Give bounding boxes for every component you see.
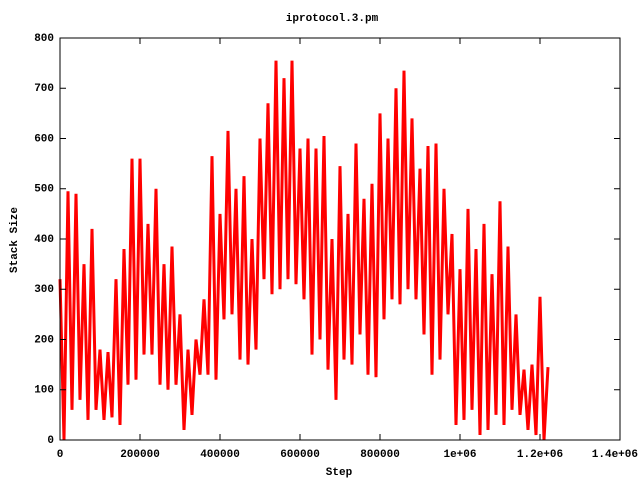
y-tick-label: 800 xyxy=(34,33,54,45)
x-tick-label: 1.4e+06 xyxy=(592,449,638,461)
x-tick-label: 600000 xyxy=(280,449,320,461)
y-tick-label: 0 xyxy=(47,435,54,447)
x-tick-label: 1.2e+06 xyxy=(517,449,563,461)
x-axis-label: Step xyxy=(326,467,353,479)
y-tick-label: 700 xyxy=(34,83,54,95)
x-tick-label: 0 xyxy=(57,449,64,461)
x-tick-label: 800000 xyxy=(360,449,400,461)
x-tick-label: 1e+06 xyxy=(443,449,476,461)
y-tick-label: 100 xyxy=(34,385,54,397)
y-tick-label: 300 xyxy=(34,284,54,296)
x-tick-label: 400000 xyxy=(200,449,240,461)
y-tick-label: 400 xyxy=(34,234,54,246)
y-tick-label: 500 xyxy=(34,184,54,196)
x-tick-label: 200000 xyxy=(120,449,160,461)
y-axis-label: Stack Size xyxy=(9,207,21,273)
data-line xyxy=(58,60,550,441)
chart-title: iprotocol.3.pm xyxy=(286,13,379,25)
y-tick-label: 600 xyxy=(34,133,54,145)
y-tick-label: 200 xyxy=(34,334,54,346)
